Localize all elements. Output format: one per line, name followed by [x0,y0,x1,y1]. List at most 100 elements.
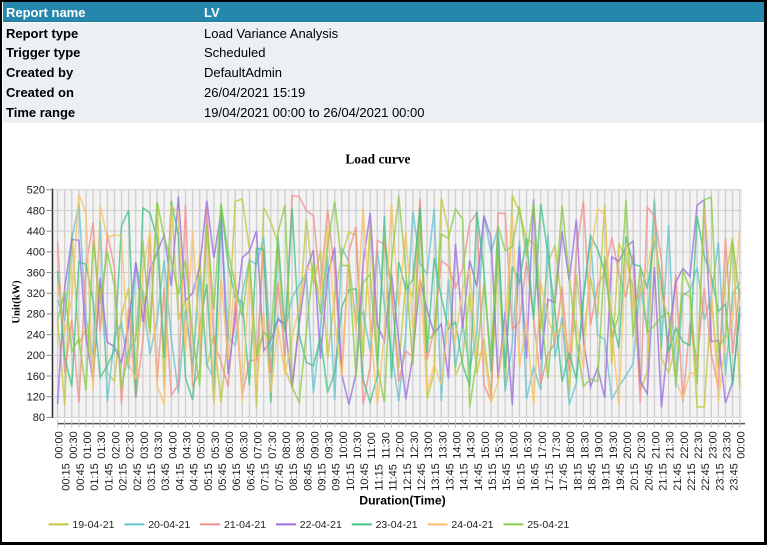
svg-text:20:30: 20:30 [636,431,648,459]
svg-text:360: 360 [27,267,45,279]
svg-text:23-04-21: 23-04-21 [376,519,418,531]
svg-text:06:00: 06:00 [224,431,236,459]
svg-text:Unit(kW): Unit(kW) [11,280,22,324]
svg-text:480: 480 [27,205,45,217]
svg-text:06:45: 06:45 [245,463,257,491]
svg-text:25-04-21: 25-04-21 [527,519,569,531]
svg-text:10:45: 10:45 [359,463,371,491]
svg-text:15:00: 15:00 [480,431,492,459]
svg-text:13:45: 13:45 [444,463,456,491]
svg-text:08:30: 08:30 [295,431,307,459]
svg-text:15:15: 15:15 [487,463,499,491]
svg-text:17:15: 17:15 [544,463,556,491]
svg-text:00:00: 00:00 [736,431,748,459]
svg-text:10:15: 10:15 [345,463,357,491]
svg-text:22:15: 22:15 [686,463,698,491]
svg-text:22-04-21: 22-04-21 [300,519,342,531]
svg-text:07:15: 07:15 [260,463,272,491]
svg-text:21:00: 21:00 [650,431,662,459]
svg-text:01:30: 01:30 [96,431,108,459]
svg-text:00:45: 00:45 [75,463,87,491]
svg-text:04:15: 04:15 [174,463,186,491]
svg-text:Load curve: Load curve [345,152,410,167]
svg-text:13:30: 13:30 [437,431,449,459]
svg-text:24-04-21: 24-04-21 [451,519,493,531]
svg-text:12:30: 12:30 [409,431,421,459]
svg-text:09:00: 09:00 [309,431,321,459]
svg-text:03:00: 03:00 [139,431,151,459]
svg-text:14:30: 14:30 [466,431,478,459]
svg-text:14:15: 14:15 [459,463,471,491]
svg-text:11:30: 11:30 [380,432,392,459]
svg-text:23:15: 23:15 [714,463,726,491]
svg-text:04:45: 04:45 [189,463,201,491]
svg-text:08:45: 08:45 [302,463,314,491]
svg-text:17:45: 17:45 [558,463,570,491]
svg-text:240: 240 [27,329,45,341]
svg-text:80: 80 [33,412,45,424]
svg-text:09:15: 09:15 [317,463,329,491]
svg-text:06:15: 06:15 [231,463,243,491]
svg-text:02:45: 02:45 [132,463,144,491]
svg-text:00:15: 00:15 [61,463,73,491]
svg-text:05:15: 05:15 [203,463,215,491]
svg-text:280: 280 [27,309,45,321]
svg-text:200: 200 [27,350,45,362]
svg-text:23:30: 23:30 [722,431,734,459]
svg-text:21-04-21: 21-04-21 [224,519,266,531]
svg-text:23:45: 23:45 [729,463,741,491]
svg-text:01:15: 01:15 [89,463,101,491]
svg-text:04:00: 04:00 [167,431,179,459]
svg-text:03:45: 03:45 [160,463,172,491]
svg-text:05:00: 05:00 [196,431,208,459]
svg-text:20:00: 20:00 [622,431,634,459]
svg-text:120: 120 [27,392,45,404]
svg-text:11:45: 11:45 [388,464,400,491]
svg-text:20:15: 20:15 [629,463,641,491]
svg-text:00:00: 00:00 [54,431,66,459]
svg-text:07:30: 07:30 [267,431,279,459]
svg-text:07:45: 07:45 [274,463,286,491]
svg-text:18:15: 18:15 [572,463,584,491]
svg-text:05:30: 05:30 [210,431,222,459]
svg-text:09:30: 09:30 [324,431,336,459]
svg-text:17:30: 17:30 [551,431,563,459]
svg-text:23:00: 23:00 [707,431,719,459]
svg-text:14:00: 14:00 [452,431,464,459]
svg-text:00:30: 00:30 [68,431,80,459]
svg-text:160: 160 [27,371,45,383]
svg-text:15:45: 15:45 [501,463,513,491]
svg-text:19-04-21: 19-04-21 [72,519,114,531]
svg-text:21:30: 21:30 [665,431,677,459]
svg-text:400: 400 [27,247,45,259]
svg-text:01:00: 01:00 [82,431,94,459]
svg-text:21:15: 21:15 [658,463,670,491]
svg-text:18:30: 18:30 [579,431,591,459]
svg-text:19:45: 19:45 [615,463,627,491]
svg-text:18:45: 18:45 [587,463,599,491]
svg-text:12:45: 12:45 [416,463,428,491]
svg-text:13:00: 13:00 [423,431,435,459]
svg-text:04:30: 04:30 [182,431,194,459]
svg-text:02:30: 02:30 [125,431,137,459]
svg-text:19:00: 19:00 [594,431,606,459]
svg-text:11:00: 11:00 [366,432,378,459]
svg-text:16:30: 16:30 [523,431,535,459]
svg-text:03:15: 03:15 [146,463,158,491]
svg-text:20:45: 20:45 [643,463,655,491]
svg-text:440: 440 [27,226,45,238]
svg-text:10:30: 10:30 [352,431,364,459]
svg-text:22:00: 22:00 [679,431,691,459]
svg-text:05:45: 05:45 [217,463,229,491]
svg-text:Duration(Time): Duration(Time) [359,494,445,508]
svg-text:22:45: 22:45 [700,463,712,491]
svg-text:03:30: 03:30 [153,431,165,459]
svg-text:13:15: 13:15 [430,463,442,491]
svg-text:16:00: 16:00 [508,431,520,459]
svg-text:14:45: 14:45 [473,463,485,491]
svg-text:15:30: 15:30 [494,431,506,459]
svg-text:12:00: 12:00 [395,431,407,459]
svg-text:22:30: 22:30 [693,431,705,459]
svg-text:08:00: 08:00 [281,431,293,459]
svg-text:02:00: 02:00 [110,431,122,459]
